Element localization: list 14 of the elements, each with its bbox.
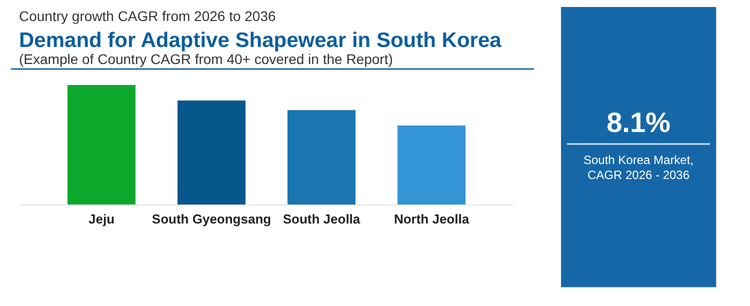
- chart-subtitle: Country growth CAGR from 2026 to 2036: [19, 8, 276, 24]
- bar: [178, 100, 246, 205]
- chart-title: Demand for Adaptive Shapewear in South Korea: [19, 29, 502, 52]
- x-tick-label: North Jeolla: [394, 212, 470, 226]
- text: 8.1%: [606, 107, 671, 138]
- x-tick-label: Jeju: [88, 212, 115, 226]
- x-tick-label: South Gyeongsang: [152, 212, 272, 226]
- bar: [68, 85, 136, 205]
- text: South Korea Market,: [583, 153, 694, 167]
- text: (Example of Country CAGR from 40+ covered in the Report): [19, 51, 393, 67]
- x-tick-label: South Jeolla: [282, 212, 361, 226]
- bar: [288, 110, 356, 205]
- text: CAGR 2026 - 2036: [587, 168, 690, 182]
- bar: [398, 126, 466, 205]
